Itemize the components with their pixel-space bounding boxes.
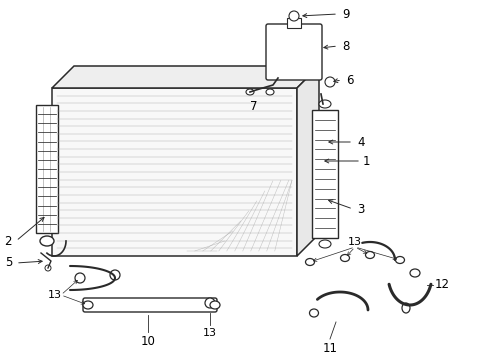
- Text: 8: 8: [342, 40, 349, 53]
- Text: 9: 9: [342, 8, 349, 21]
- Circle shape: [325, 77, 335, 87]
- Ellipse shape: [110, 270, 120, 280]
- Ellipse shape: [402, 303, 410, 313]
- FancyBboxPatch shape: [266, 24, 322, 80]
- Text: 10: 10: [141, 335, 155, 348]
- Ellipse shape: [205, 298, 215, 308]
- Text: 2: 2: [4, 234, 12, 248]
- Ellipse shape: [410, 269, 420, 277]
- Ellipse shape: [40, 236, 54, 246]
- Bar: [287, 18, 301, 28]
- Ellipse shape: [310, 309, 318, 317]
- Ellipse shape: [341, 255, 349, 261]
- Ellipse shape: [83, 301, 93, 309]
- Ellipse shape: [366, 252, 374, 258]
- Circle shape: [289, 11, 299, 21]
- Ellipse shape: [75, 273, 85, 283]
- Text: 4: 4: [357, 135, 365, 149]
- Text: 13: 13: [348, 237, 362, 247]
- Bar: [52, 88, 297, 256]
- Text: 12: 12: [435, 279, 450, 292]
- Text: 13: 13: [48, 290, 62, 300]
- Text: 13: 13: [203, 328, 217, 338]
- Text: 6: 6: [346, 73, 353, 86]
- Text: 11: 11: [322, 342, 338, 355]
- FancyBboxPatch shape: [83, 298, 217, 312]
- Circle shape: [45, 265, 51, 271]
- Polygon shape: [52, 66, 319, 88]
- Text: 7: 7: [250, 100, 258, 113]
- Ellipse shape: [210, 301, 220, 309]
- Bar: [36, 105, 58, 233]
- Bar: [312, 110, 338, 238]
- Ellipse shape: [246, 89, 254, 95]
- Ellipse shape: [266, 89, 274, 95]
- Text: 1: 1: [363, 154, 370, 167]
- Ellipse shape: [319, 240, 331, 248]
- Polygon shape: [297, 66, 319, 256]
- Ellipse shape: [319, 100, 331, 108]
- Ellipse shape: [305, 258, 315, 266]
- Text: 5: 5: [4, 256, 12, 270]
- Text: 3: 3: [357, 202, 365, 216]
- Ellipse shape: [395, 256, 405, 264]
